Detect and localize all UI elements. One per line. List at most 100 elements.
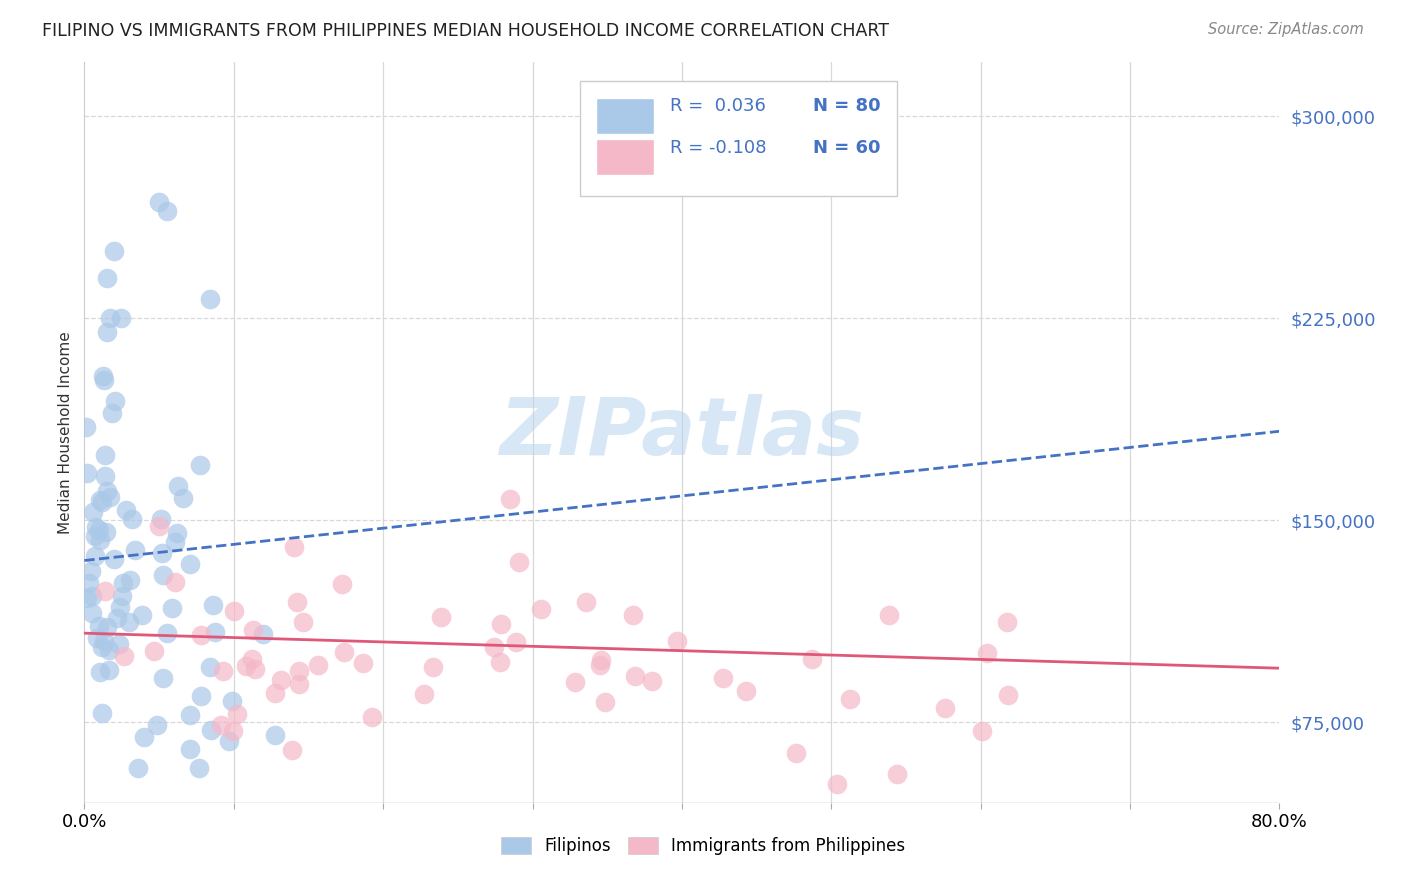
Point	[211, 665, 233, 679]
Point	[93, 448, 115, 462]
Point	[150, 512, 173, 526]
Point	[187, 761, 209, 775]
Point	[91, 640, 114, 655]
Point	[162, 600, 184, 615]
Point	[115, 503, 138, 517]
Point	[221, 694, 243, 708]
Point	[801, 652, 824, 666]
Text: N = 60: N = 60	[814, 138, 882, 157]
Point	[118, 574, 141, 588]
Point	[976, 646, 998, 660]
Point	[280, 742, 302, 756]
Point	[226, 706, 249, 721]
Point	[103, 244, 125, 258]
Point	[77, 575, 100, 590]
Point	[235, 658, 257, 673]
Point	[482, 640, 505, 654]
Point	[288, 677, 311, 691]
Point	[110, 311, 132, 326]
Point	[222, 604, 245, 618]
Point	[89, 533, 111, 547]
FancyBboxPatch shape	[581, 81, 897, 195]
Point	[97, 663, 120, 677]
Point	[166, 526, 188, 541]
Point	[190, 689, 212, 703]
Point	[118, 615, 141, 630]
Point	[76, 466, 98, 480]
Point	[134, 730, 156, 744]
Point	[785, 747, 807, 761]
Point	[121, 512, 143, 526]
Point	[839, 691, 862, 706]
Point	[84, 549, 107, 564]
Point	[360, 710, 382, 724]
Point	[90, 706, 112, 721]
Point	[997, 688, 1019, 702]
Point	[179, 742, 201, 756]
Point	[108, 599, 131, 614]
Point	[221, 724, 243, 739]
Text: ZIPatlas: ZIPatlas	[499, 393, 865, 472]
Point	[413, 687, 436, 701]
Point	[488, 655, 510, 669]
Point	[422, 660, 444, 674]
Point	[886, 766, 908, 780]
Point	[934, 700, 956, 714]
FancyBboxPatch shape	[596, 98, 654, 135]
Point	[91, 495, 114, 509]
Point	[198, 293, 221, 307]
Point	[665, 633, 688, 648]
Point	[94, 583, 117, 598]
Point	[145, 718, 167, 732]
Point	[172, 491, 194, 506]
Point	[564, 675, 586, 690]
Point	[166, 478, 188, 492]
Point	[270, 673, 292, 687]
Point	[508, 555, 530, 569]
Point	[190, 628, 212, 642]
Point	[111, 575, 134, 590]
Point	[621, 608, 644, 623]
Point	[82, 505, 104, 519]
Point	[530, 602, 553, 616]
Point	[188, 458, 211, 472]
Point	[108, 637, 131, 651]
Point	[285, 595, 308, 609]
Point	[995, 615, 1018, 629]
Point	[263, 729, 285, 743]
Point	[143, 644, 166, 658]
Point	[76, 591, 98, 605]
Point	[711, 671, 734, 685]
Point	[499, 491, 522, 506]
Point	[150, 546, 173, 560]
Point	[84, 520, 107, 534]
Point	[589, 657, 612, 672]
Point	[593, 695, 616, 709]
Point	[89, 665, 111, 679]
Point	[103, 552, 125, 566]
Point	[970, 724, 993, 739]
Point	[93, 633, 115, 648]
Point	[152, 672, 174, 686]
Point	[96, 270, 118, 285]
Point	[103, 394, 125, 409]
Point	[91, 369, 114, 384]
Point	[283, 540, 305, 554]
Point	[430, 610, 453, 624]
Text: Source: ZipAtlas.com: Source: ZipAtlas.com	[1208, 22, 1364, 37]
Point	[307, 658, 329, 673]
Point	[624, 669, 647, 683]
Point	[505, 634, 527, 648]
Point	[252, 627, 274, 641]
Point	[96, 620, 118, 634]
Point	[163, 574, 186, 589]
Point	[155, 203, 177, 218]
Point	[242, 623, 264, 637]
Point	[589, 653, 612, 667]
Point	[87, 619, 110, 633]
Point	[179, 707, 201, 722]
Point	[101, 406, 124, 420]
Point	[179, 557, 201, 571]
Point	[97, 643, 120, 657]
Point	[288, 664, 311, 678]
